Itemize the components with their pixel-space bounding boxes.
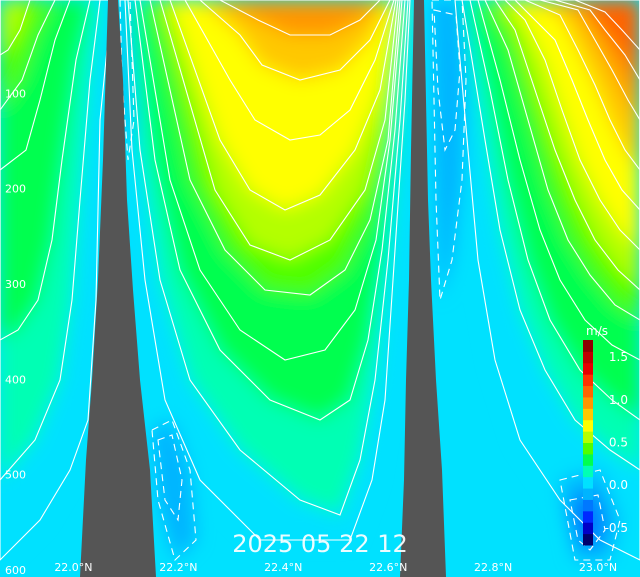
- contour-line-24: [524, 0, 640, 171]
- contour-line-18: [469, 0, 640, 421]
- velocity-band-29: [434, 10, 460, 150]
- x-tick-4: 22.8°N: [474, 561, 512, 574]
- colorbar-swatch-3: [583, 499, 593, 512]
- seamount-left: [80, 0, 156, 577]
- colorbar-swatch-13: [583, 385, 593, 398]
- contour-line-26: [554, 0, 640, 82]
- colorbar-swatch-10: [583, 419, 593, 432]
- colorbar-swatch-0: [583, 533, 593, 546]
- contour-line-31: [151, 419, 197, 562]
- colorbar-tick-0: 1.5: [609, 350, 628, 364]
- colorbar-tick-4: -0.5: [605, 521, 628, 535]
- y-tick-600: 600: [5, 564, 26, 577]
- contour-line-23: [514, 0, 640, 211]
- contour-line-33: [559, 469, 621, 561]
- colorbar-tick-2: 0.5: [609, 436, 628, 450]
- velocity-band-5: [0, 0, 30, 55]
- contour-line-19: [477, 0, 640, 361]
- y-tick-500: 500: [5, 469, 26, 482]
- colorbar-swatch-1: [583, 522, 593, 535]
- y-tick-200: 200: [5, 183, 26, 196]
- contour-line-20: [484, 0, 640, 321]
- colorbar: m/s 1.5 1.0 0.5 0.0 -0.5: [583, 324, 628, 546]
- x-tick-1: 22.2°N: [159, 561, 197, 574]
- contour-line-32: [157, 434, 183, 522]
- colorbar-swatch-15: [583, 362, 593, 375]
- contour-line-15: [219, 0, 381, 36]
- contour-line-22: [504, 0, 640, 251]
- colorbar-unit: m/s: [586, 324, 608, 338]
- colorbar-tick-3: 0.0: [609, 478, 628, 492]
- colorbar-swatch-6: [583, 465, 593, 478]
- contour-line-17: [461, 0, 640, 471]
- colorbar-swatch-17: [583, 340, 593, 352]
- contour-line-2: [0, 0, 91, 341]
- contour-line-27: [574, 0, 640, 51]
- y-tick-300: 300: [5, 278, 26, 291]
- velocity-bands: [0, 0, 640, 560]
- contour-line-4: [0, 0, 56, 111]
- colorbar-swatch-12: [583, 396, 593, 409]
- x-tick-2: 22.4°N: [264, 561, 302, 574]
- colorbar-tick-1: 1.0: [609, 393, 628, 407]
- x-axis-ticks: 22.0°N 22.2°N 22.4°N 22.6°N 22.8°N 23.0°N: [54, 561, 617, 574]
- x-tick-0: 22.0°N: [54, 561, 92, 574]
- contour-line-21: [494, 0, 640, 291]
- contour-line-5: [0, 0, 31, 56]
- velocity-band-15: [220, 0, 380, 35]
- x-tick-3: 22.6°N: [369, 561, 407, 574]
- contour-line-10: [149, 0, 401, 296]
- colorbar-swatch-14: [583, 374, 593, 387]
- y-tick-100: 100: [5, 87, 26, 100]
- contour-line-13: [184, 0, 395, 141]
- contour-line-9: [139, 0, 403, 361]
- colorbar-swatch-11: [583, 408, 593, 421]
- contour-line-14: [199, 0, 391, 81]
- contour-line-7: [127, 0, 409, 516]
- velocity-band-32: [158, 435, 182, 520]
- contour-line-25: [539, 0, 640, 122]
- colorbar-swatch-4: [583, 488, 593, 500]
- contour-line-12: [169, 0, 397, 211]
- velocity-band-27: [575, 0, 640, 50]
- seamount-right: [400, 0, 446, 577]
- contour-line-11: [159, 0, 399, 261]
- colorbar-swatch-5: [583, 476, 593, 489]
- colorbar-swatch-2: [583, 510, 593, 523]
- colorbar-swatch-7: [583, 453, 593, 466]
- contour-line-3: [0, 0, 71, 171]
- contour-line-1: [0, 0, 101, 481]
- colorbar-swatch-16: [583, 351, 593, 364]
- x-tick-5: 23.0°N: [579, 561, 617, 574]
- contour-line-16: [454, 0, 640, 561]
- contour-line-6: [124, 0, 411, 541]
- contour-line-34: [569, 494, 606, 551]
- y-tick-400: 400: [5, 373, 26, 386]
- timestamp-label: 2025 05 22 12: [232, 530, 408, 558]
- contour-line-8: [134, 0, 406, 421]
- contour-line-29: [433, 9, 461, 152]
- colorbar-swatch-8: [583, 442, 593, 455]
- colorbar-swatch-9: [583, 431, 593, 443]
- y-axis-ticks: 100 200 300 400 500 600: [5, 87, 26, 577]
